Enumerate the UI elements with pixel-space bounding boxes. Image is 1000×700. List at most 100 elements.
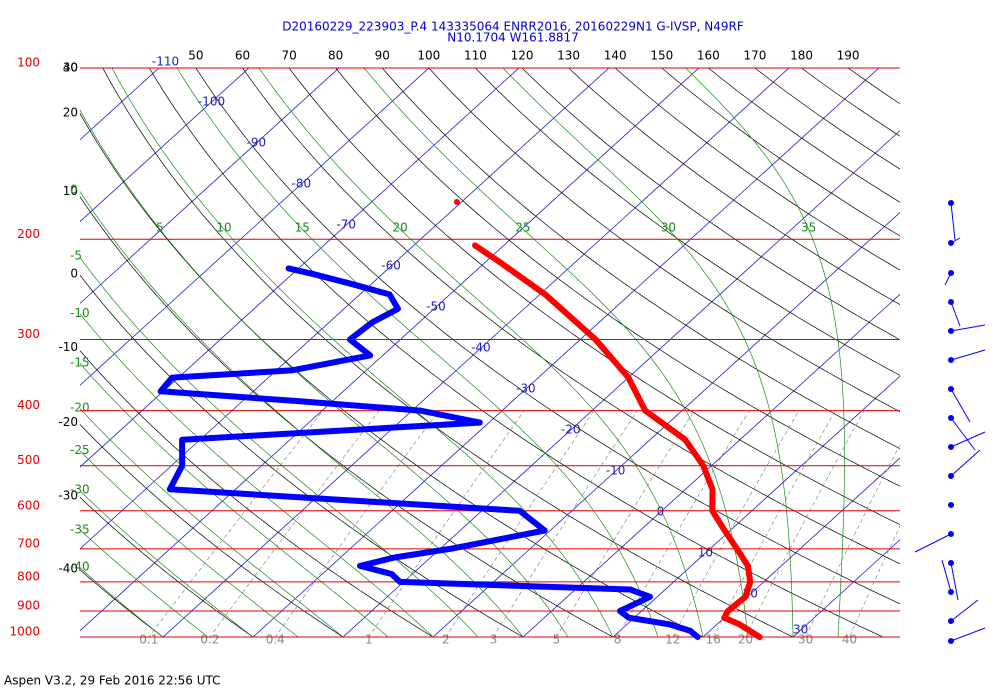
mixing-ratio-line (148, 410, 324, 637)
dry-adiabat (80, 350, 434, 637)
mixing-ratio-label: 1 (365, 633, 373, 647)
moist-adiabat-label: 15 (295, 221, 310, 235)
isotherm-label: -110 (152, 55, 179, 69)
pressure-label: 200 (17, 227, 40, 241)
mixing-ratio-label: 5 (553, 633, 561, 647)
isotherm-label: 0 (657, 505, 665, 519)
moist-adiabat-label: 30 (661, 221, 676, 235)
moist-adiabat-label: 0 (70, 183, 78, 197)
moist-adiabat-label: 25 (515, 221, 530, 235)
mixing-ratio-label: 20 (738, 633, 753, 647)
isotherm (80, 68, 700, 632)
dry-adiabat-label: 160 (697, 49, 720, 63)
dry-adiabat-label: 80 (328, 49, 343, 63)
dry-adiabat (474, 68, 900, 376)
isotherm (612, 375, 900, 637)
dry-adiabat-label: -20 (58, 415, 78, 429)
dry-adiabat-label: 90 (375, 49, 390, 63)
mixing-ratio-label: 2 (442, 633, 450, 647)
isotherm (162, 68, 790, 637)
moist-adiabat-label: -25 (70, 443, 90, 457)
pressure-label: 300 (17, 327, 40, 341)
mixing-ratio-label: 0.1 (139, 633, 158, 647)
isotherm-label: -10 (606, 464, 626, 478)
dry-adiabat-label: 100 (417, 49, 440, 63)
dry-adiabat-label: 140 (604, 49, 627, 63)
mixing-ratio-line (274, 410, 440, 637)
dry-adiabat-label: 0 (70, 266, 78, 280)
dry-adiabat-label: 30 (63, 61, 78, 75)
moist-adiabat (80, 313, 434, 637)
mixing-ratio-label: 3 (490, 633, 498, 647)
mixing-ratio-label: 16 (706, 633, 721, 647)
dry-adiabat-label: -30 (58, 488, 78, 502)
chart-subtitle: N10.1704 W161.8817 (447, 31, 579, 45)
dry-adiabat-label: 50 (188, 49, 203, 63)
dry-adiabat (195, 68, 900, 605)
moist-adiabat (502, 68, 794, 637)
moist-adiabat-label: 20 (392, 221, 407, 235)
dry-adiabat (521, 68, 900, 341)
isotherm-label: -100 (198, 95, 225, 109)
isotherm-label: -70 (336, 218, 356, 232)
dry-adiabat-label: 180 (790, 49, 813, 63)
isotherm-label: -80 (291, 177, 311, 191)
dry-adiabat-label: 120 (511, 49, 534, 63)
dry-adiabat (428, 68, 900, 413)
dry-adiabat (80, 569, 164, 637)
dry-adiabat (80, 424, 344, 637)
moist-adiabat-label: 5 (156, 221, 164, 235)
profile-line (157, 265, 701, 640)
pressure-label: 400 (17, 398, 40, 412)
moist-adiabat-label: -15 (70, 356, 90, 370)
moist-adiabat (80, 490, 254, 637)
dry-adiabat-label: 40 (63, 61, 78, 75)
mixing-ratio-line (672, 410, 800, 637)
isotherm-label: -20 (561, 423, 581, 437)
profile-line (472, 242, 763, 640)
mixing-ratio-line (492, 410, 638, 637)
isotherm-label: -50 (426, 300, 446, 314)
moist-adiabat (258, 68, 704, 637)
isotherm-label: -30 (516, 382, 536, 396)
dry-adiabat (288, 68, 900, 526)
dry-adiabat-label: 130 (557, 49, 580, 63)
isotherm-label: -40 (471, 341, 491, 355)
moist-adiabat (685, 68, 845, 637)
mixing-ratio-line (745, 410, 865, 637)
dry-adiabat-label: 20 (63, 106, 78, 120)
moist-adiabat (80, 450, 299, 637)
moist-adiabat (80, 109, 569, 637)
moist-adiabat-label: 10 (216, 221, 231, 235)
pressure-label: 800 (17, 569, 40, 583)
isotherm (80, 68, 430, 386)
pressure-label: 700 (17, 536, 40, 550)
moist-adiabat-label: -10 (70, 306, 90, 320)
mixing-ratio-line (805, 443, 900, 637)
foreground: -110-100-90-80-70-60-50-40-30-20-1001020… (9, 49, 900, 647)
pressure-label: 600 (17, 498, 40, 512)
moist-adiabat (80, 257, 479, 637)
moist-adiabat (80, 567, 164, 637)
isotherm (342, 130, 900, 637)
mixing-ratio-line (556, 410, 695, 637)
dry-adiabat (242, 68, 900, 565)
pressure-label: 900 (17, 598, 40, 612)
dry-adiabat-label: 110 (464, 49, 487, 63)
dry-adiabat-label: 70 (281, 49, 296, 63)
dry-adiabat-label: 150 (650, 49, 673, 63)
isotherm-label: 30 (793, 623, 808, 637)
moist-adiabat (80, 408, 344, 637)
moist-adiabat-label: -35 (70, 522, 90, 536)
dry-adiabat-label: 190 (837, 49, 860, 63)
mixing-ratio-label: 0.4 (266, 633, 285, 647)
dry-adiabat (335, 68, 900, 487)
mixing-ratio-label: 8 (614, 633, 622, 647)
dry-adiabat (381, 68, 900, 450)
isotherm-label: -60 (381, 259, 401, 273)
isotherm (80, 68, 340, 304)
mixing-ratio-line (209, 410, 380, 637)
